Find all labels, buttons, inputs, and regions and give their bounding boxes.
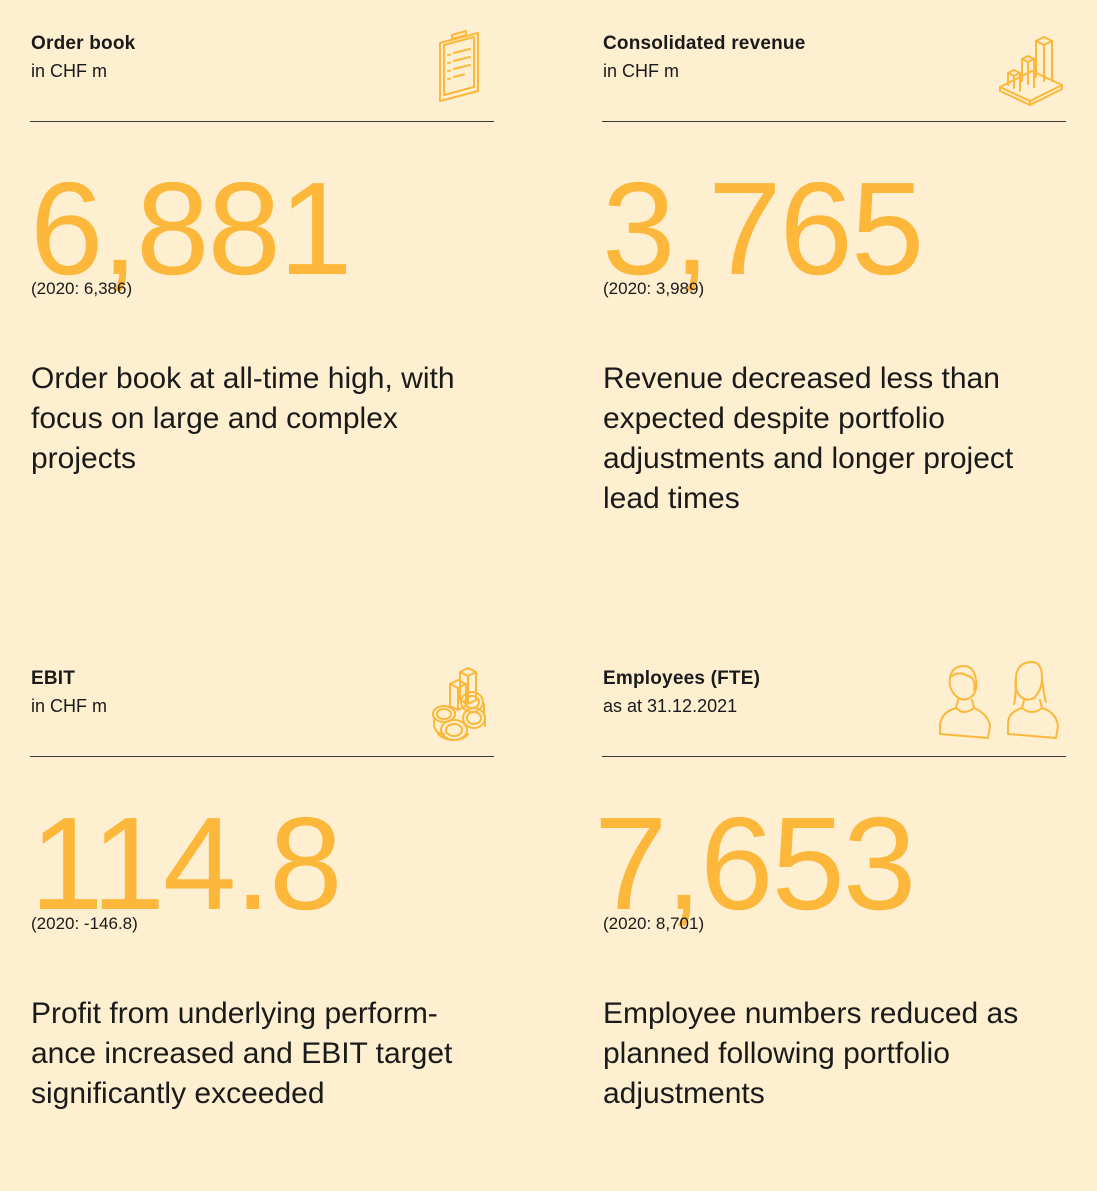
people-icon [939, 661, 1059, 739]
kpi-previous-value: (2020: -146.8) [31, 914, 138, 933]
kpi-description: Profit from underlying perform-ance incr… [31, 997, 453, 1110]
card-subtitle: in CHF m [603, 61, 679, 81]
card-title: Consolidated revenue [603, 33, 806, 54]
kpi-value: 6,881 [30, 155, 352, 302]
card-header: Employees (FTE) as at 31.12.2021 [602, 661, 1066, 757]
kpi-card-employees: Employees (FTE) as at 31.12.2021 7,653 (… [594, 661, 1066, 1110]
kpi-description: Revenue decreased less than expected des… [603, 362, 1014, 515]
card-subtitle: in CHF m [31, 61, 107, 81]
clipboard-icon [439, 30, 479, 102]
card-title: EBIT [31, 668, 76, 689]
card-header: Order book in CHF m [30, 30, 494, 122]
kpi-previous-value: (2020: 8,701) [603, 914, 705, 933]
card-subtitle: as at 31.12.2021 [603, 696, 738, 716]
card-header: EBIT in CHF m [30, 666, 494, 757]
kpi-description: Order book at all-time high, with focus … [31, 362, 455, 475]
kpi-description: Employee numbers reduced as planned foll… [603, 997, 1019, 1110]
card-subtitle: in CHF m [31, 696, 107, 716]
kpi-value: 3,765 [602, 155, 924, 302]
bar-chart-icon [999, 36, 1063, 106]
kpi-card-ebit: EBIT in CHF m 114.8 (2020: -146.8) Profi… [30, 666, 494, 1110]
kpi-value: 114.8 [30, 790, 343, 937]
kpi-previous-value: (2020: 6,386) [31, 279, 133, 298]
kpi-card-consolidated-revenue: Consolidated revenue in CHF m 3,765 (202… [602, 31, 1066, 515]
card-title: Employees (FTE) [603, 668, 761, 689]
card-title: Order book [31, 33, 136, 54]
kpi-previous-value: (2020: 3,989) [603, 279, 705, 298]
coins-icon [432, 667, 486, 741]
kpi-value: 7,653 [594, 790, 916, 937]
card-header: Consolidated revenue in CHF m [602, 31, 1066, 122]
kpi-card-order-book: Order book in CHF m 6,881 (2020: 6,386) … [30, 30, 494, 475]
